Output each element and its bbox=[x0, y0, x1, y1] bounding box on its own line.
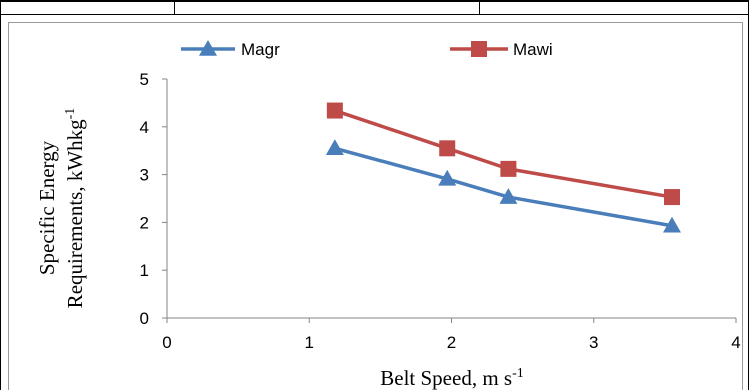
legend-item-magr: Magr bbox=[181, 40, 280, 59]
y-tick-label: 5 bbox=[140, 70, 149, 89]
axes bbox=[162, 78, 737, 323]
legend: Magr Mawi bbox=[181, 40, 553, 59]
y-tick-label: 1 bbox=[140, 261, 149, 280]
y-axis-title-line-2: Requirements, kWhkg bbox=[63, 119, 87, 308]
series-magr bbox=[325, 139, 681, 233]
y-tick-label: 2 bbox=[140, 213, 149, 232]
y-axis-title: Specific Energy Requirements, kWhkg-1 bbox=[35, 108, 87, 309]
y-tick-labels: 0 1 2 3 4 5 bbox=[140, 70, 149, 328]
x-tick-label: 2 bbox=[447, 333, 456, 352]
legend-marker-magr bbox=[199, 40, 217, 56]
legend-label-mawi: Mawi bbox=[513, 40, 553, 59]
series-magr-line bbox=[334, 146, 673, 228]
data-point-magr bbox=[325, 139, 344, 156]
y-tick-label: 3 bbox=[140, 166, 149, 185]
y-tick-label: 0 bbox=[140, 309, 149, 328]
series-layer bbox=[325, 102, 681, 233]
series-mawi-line bbox=[334, 108, 673, 199]
legend-item-mawi: Mawi bbox=[450, 40, 553, 59]
svg-text:Requirements, kWhkg-1: Requirements, kWhkg-1 bbox=[63, 108, 87, 309]
data-point-mawi bbox=[663, 189, 680, 206]
x-tick-labels: 0 1 2 3 4 bbox=[162, 333, 740, 352]
svg-text:Belt Speed, m s-1: Belt Speed, m s-1 bbox=[380, 366, 524, 390]
legend-label-magr: Magr bbox=[241, 40, 280, 59]
x-tick-label: 3 bbox=[589, 333, 598, 352]
data-point-mawi bbox=[326, 102, 343, 119]
y-axis-title-line-1: Specific Energy bbox=[35, 140, 59, 275]
x-axis-title: Belt Speed, m s bbox=[380, 366, 512, 390]
table-rule bbox=[0, 14, 749, 15]
x-axis-title-superscript: -1 bbox=[512, 366, 524, 381]
data-point-mawi bbox=[439, 140, 456, 157]
data-point-magr bbox=[438, 169, 457, 186]
y-tick-label: 4 bbox=[140, 118, 149, 137]
chart-frame bbox=[8, 22, 743, 390]
svg-text:Specific Energy: Specific Energy bbox=[35, 140, 59, 275]
y-axis-title-superscript: -1 bbox=[63, 108, 78, 120]
x-tick-label: 4 bbox=[731, 333, 740, 352]
legend-marker-mawi bbox=[471, 41, 487, 57]
series-mawi bbox=[326, 102, 680, 206]
data-point-magr bbox=[662, 216, 681, 233]
data-point-mawi bbox=[500, 160, 517, 177]
x-tick-label: 1 bbox=[305, 333, 314, 352]
x-tick-label: 0 bbox=[162, 333, 171, 352]
data-point-magr bbox=[499, 188, 518, 204]
